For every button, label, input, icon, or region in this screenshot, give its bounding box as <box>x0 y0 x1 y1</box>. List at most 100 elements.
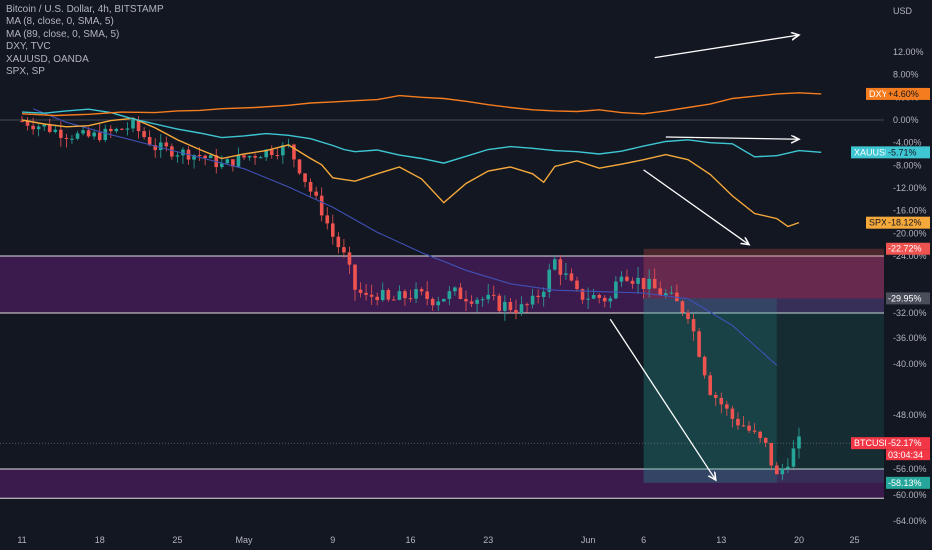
y-tick-label: -40.00% <box>893 359 927 369</box>
btc-candle <box>763 437 768 443</box>
legend-ma8[interactable]: MA (8, close, 0, SMA, 5) <box>6 16 114 28</box>
btc-candle <box>97 132 102 140</box>
y-tick-label: -24.00% <box>893 251 927 261</box>
btc-candle <box>713 394 718 398</box>
btc-candle <box>680 301 685 313</box>
btc-candle <box>736 418 740 426</box>
btc-candle <box>103 128 108 140</box>
level-label-bg-2 <box>886 476 930 489</box>
btc-tag-bg <box>851 437 886 450</box>
legend-xauusd[interactable]: XAUUSD, OANDA <box>6 53 89 65</box>
btc-candle <box>558 259 563 275</box>
btc-candle <box>125 128 130 130</box>
y-tick-label: -48.00% <box>893 410 927 420</box>
btc-candle <box>425 291 429 299</box>
btc-candle <box>525 304 529 306</box>
btc-candle <box>375 296 379 301</box>
btc-candle <box>264 149 268 158</box>
ma89-line <box>32 108 778 366</box>
btc-countdown-bg <box>886 449 930 461</box>
btc-candle <box>652 278 657 289</box>
btc-candles <box>20 116 801 480</box>
btc-candle <box>747 425 751 431</box>
btc-candle <box>686 312 690 320</box>
btc-candle <box>31 125 35 130</box>
btc-candle <box>258 157 263 159</box>
btc-candle <box>86 130 91 137</box>
btc-candle <box>303 173 307 182</box>
btc-candle <box>419 289 424 292</box>
legend-title: Bitcoin / U.S. Dollar, 4h, BITSTAMP <box>6 4 164 15</box>
chart-legend: Bitcoin / U.S. Dollar, 4h, BITSTAMP MA (… <box>6 4 164 78</box>
btc-candle <box>64 137 69 139</box>
level-label-bg-0 <box>886 242 930 255</box>
x-tick-label: Jun <box>581 535 596 545</box>
btc-candle <box>741 425 746 427</box>
dxy-tag-value-bg <box>886 87 930 100</box>
btc-candle <box>430 298 435 306</box>
btc-candle <box>353 264 357 290</box>
btc-candle <box>297 159 302 174</box>
dxy-tag-value: +4.60% <box>888 89 919 99</box>
btc-candle <box>408 298 413 300</box>
btc-candle <box>325 215 330 224</box>
legend-ma89[interactable]: MA (89, close, 0, SMA, 5) <box>6 28 120 40</box>
btc-candle <box>247 155 252 158</box>
btc-candle <box>81 130 85 134</box>
level-label-2: -58.13% <box>888 478 922 488</box>
btc-candle <box>458 287 463 299</box>
btc-candle <box>153 145 157 151</box>
x-tick-label: 18 <box>95 535 105 545</box>
spx-line <box>21 117 800 228</box>
y-tick-label: -60.00% <box>893 490 927 500</box>
trend-arrow-1 <box>665 137 799 139</box>
btc-candle <box>780 468 785 475</box>
btc-candle <box>625 276 629 281</box>
xauusd-tag-label: XAUUSD <box>854 147 892 157</box>
btc-candle <box>708 375 712 395</box>
btc-candle <box>508 302 513 311</box>
btc-candle <box>480 299 485 301</box>
xauusd-tag-value: -5.71% <box>888 147 917 157</box>
btc-candle <box>197 155 202 157</box>
btc-candle <box>647 278 651 290</box>
btc-candle <box>636 277 640 284</box>
trend-arrow-2 <box>643 169 749 245</box>
spx-tag-value-bg <box>886 216 930 229</box>
btc-candle <box>269 149 274 156</box>
btc-candle <box>114 128 119 132</box>
btc-candle <box>486 294 490 300</box>
btc-candle <box>392 299 396 301</box>
btc-candle <box>175 155 180 157</box>
legend-dxy[interactable]: DXY, TVC <box>6 41 51 53</box>
btc-tag: BTCUSD-52.17% <box>851 437 930 450</box>
y-tick-label: -32.00% <box>893 308 927 318</box>
spx-tag-bg <box>866 216 886 229</box>
btc-candle <box>541 291 546 298</box>
btc-candle <box>697 331 701 357</box>
btc-candle <box>236 155 241 167</box>
btc-candle <box>20 121 24 123</box>
btc-candle <box>42 124 46 127</box>
btc-candle <box>275 155 280 157</box>
btc-candle <box>336 236 341 248</box>
btc-candle <box>719 397 724 405</box>
x-tick-label: 9 <box>330 535 335 545</box>
btc-candle <box>25 121 30 126</box>
btc-candle <box>664 293 668 296</box>
btc-candle <box>775 465 779 475</box>
btc-countdown: 03:04:34 <box>888 450 923 460</box>
btc-candle <box>725 404 729 409</box>
btc-candle <box>136 119 141 132</box>
btc-candle <box>292 144 296 160</box>
btc-candle <box>447 291 452 299</box>
btc-candle <box>225 159 230 164</box>
dxy-line <box>21 92 822 117</box>
btc-candle <box>497 295 502 311</box>
btc-candle <box>92 132 96 137</box>
btc-candle <box>580 289 585 300</box>
y-tick-label: 12.00% <box>893 47 924 57</box>
axis-unit-label: USD <box>893 6 913 16</box>
legend-spx[interactable]: SPX, SP <box>6 66 45 78</box>
